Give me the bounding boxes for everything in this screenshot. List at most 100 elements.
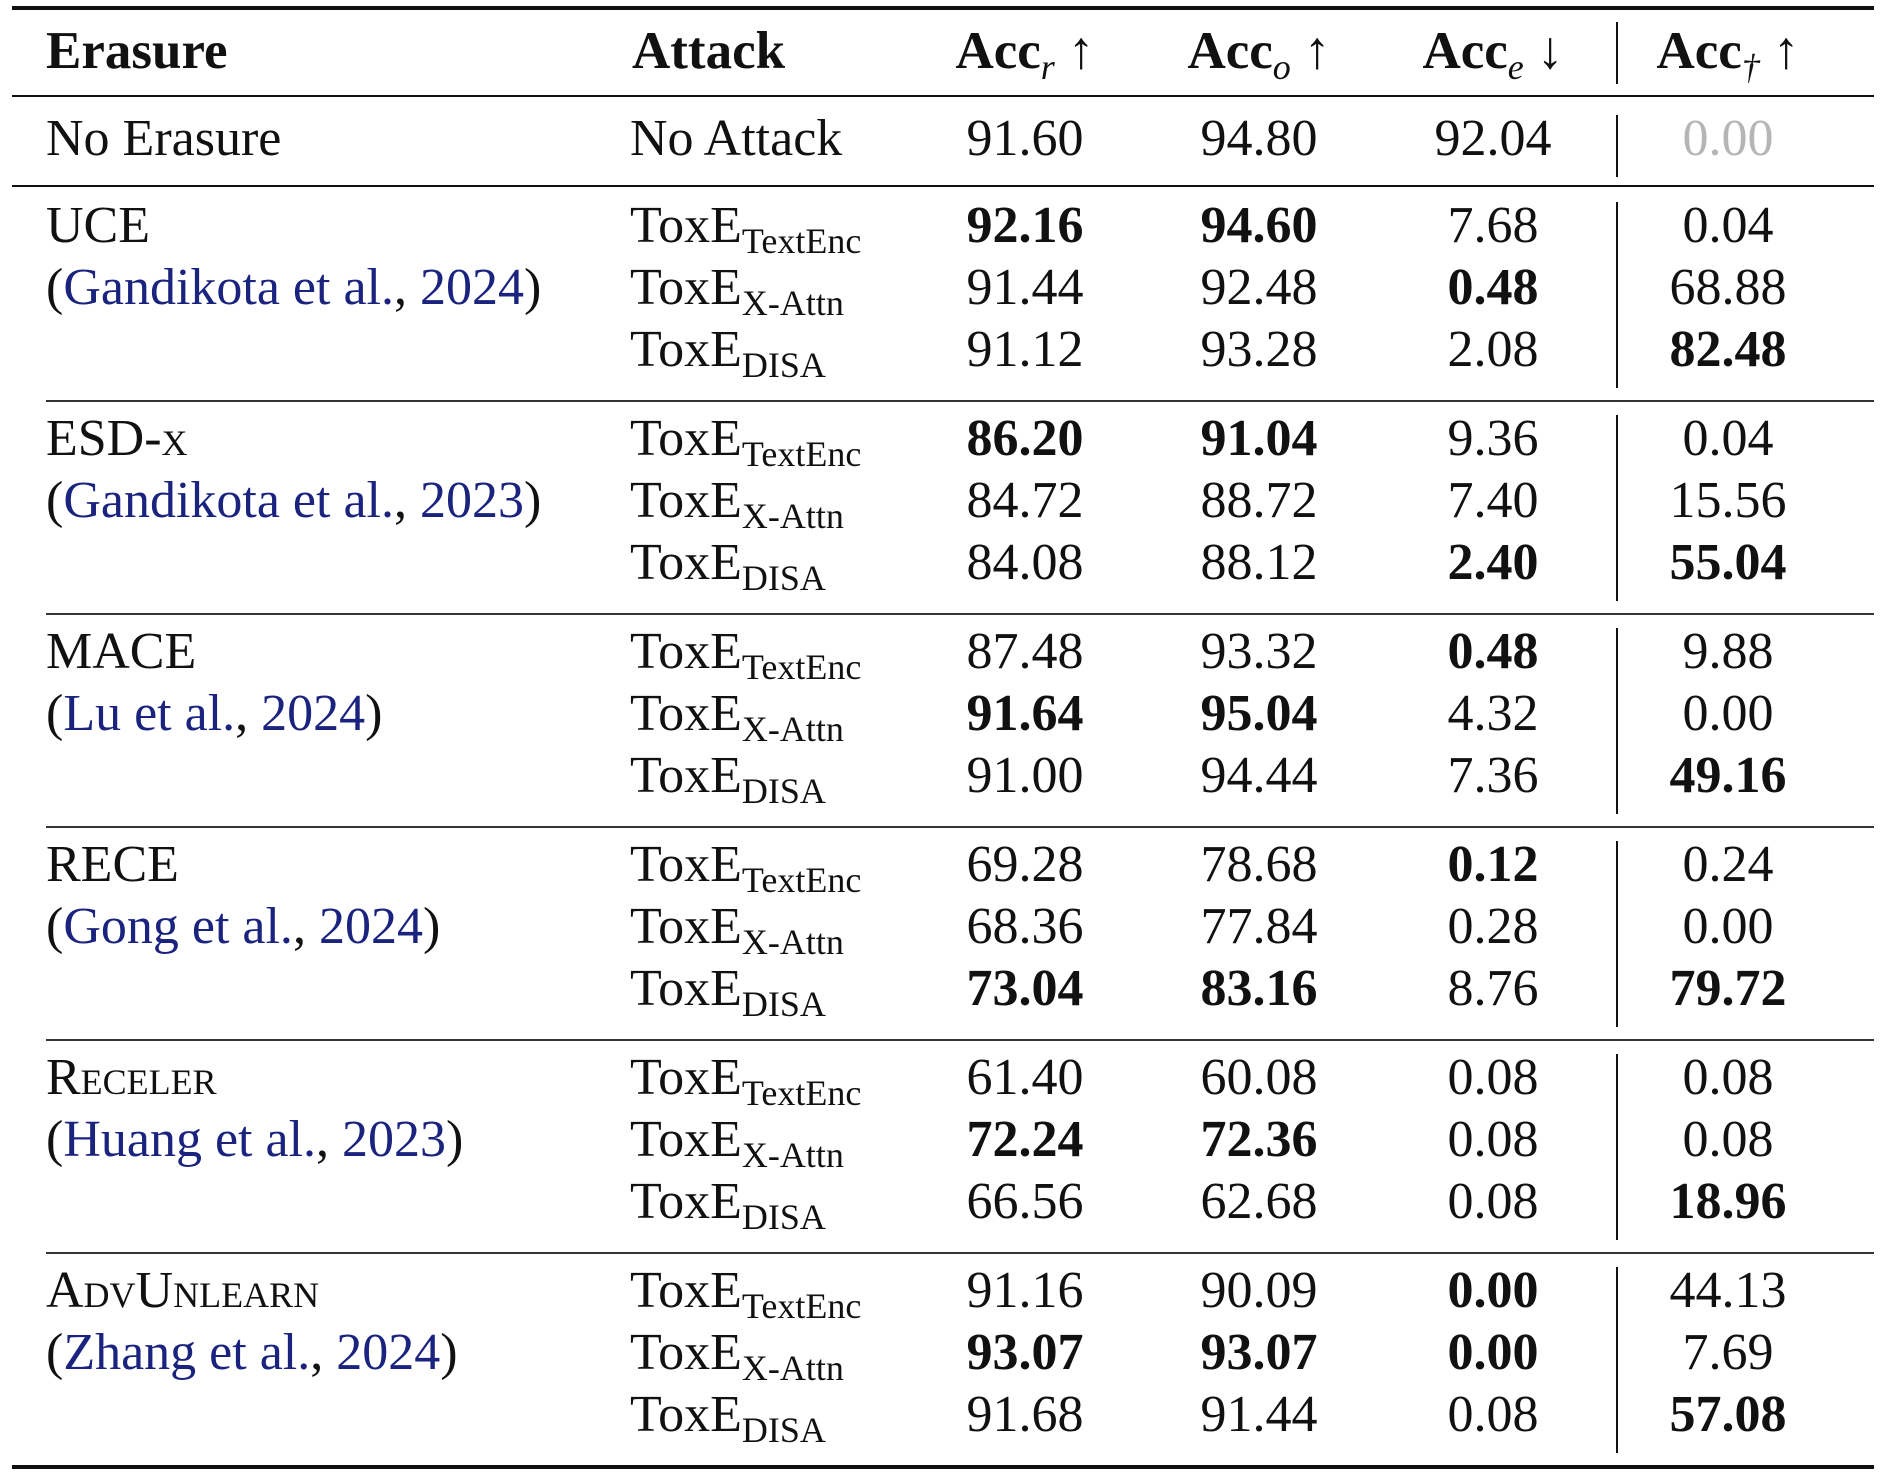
cell-acc-r: 86.20 bbox=[966, 410, 1084, 467]
method-name: Receler bbox=[46, 1049, 217, 1106]
citation-year-link[interactable]: 2023 bbox=[420, 472, 524, 529]
cell-acc-r: 72.24 bbox=[966, 1111, 1084, 1168]
cell-acc-e: 2.40 bbox=[1447, 534, 1539, 591]
attack-label: ToxEDISA bbox=[630, 1173, 826, 1237]
citation-year-link[interactable]: 2024 bbox=[318, 898, 423, 955]
group-divider-rule bbox=[46, 400, 1874, 402]
method-name: AdvUnlearn bbox=[46, 1262, 320, 1319]
cell-acc-o: 91.04 bbox=[1200, 410, 1318, 467]
attack-label: ToxETextEnc bbox=[630, 836, 862, 900]
cell-acc-dagger: 57.08 bbox=[1669, 1386, 1787, 1443]
cell-acc-e: 0.48 bbox=[1447, 623, 1539, 680]
attack-label: ToxETextEnc bbox=[630, 623, 862, 687]
header-acc-dagger: Acc† ↑ bbox=[1656, 22, 1800, 87]
baseline-acc-e: 92.04 bbox=[1434, 110, 1552, 167]
cell-acc-dagger: 15.56 bbox=[1669, 472, 1787, 529]
citation-author-link[interactable]: Lu et al. bbox=[63, 685, 236, 742]
citation-author-link[interactable]: Gandikota et al. bbox=[63, 472, 394, 529]
cell-acc-o: 91.44 bbox=[1200, 1386, 1318, 1443]
header-rule bbox=[12, 95, 1874, 97]
cell-acc-r: 91.16 bbox=[966, 1262, 1084, 1319]
attack-label: ToxEDISA bbox=[630, 321, 826, 385]
cell-acc-e: 7.68 bbox=[1447, 197, 1539, 254]
citation-author-link[interactable]: Gong et al. bbox=[63, 898, 293, 955]
baseline-acc-dagger: 0.00 bbox=[1682, 110, 1774, 167]
cell-acc-e: 0.00 bbox=[1447, 1262, 1539, 1319]
group-divider-rule bbox=[46, 826, 1874, 828]
cell-acc-o: 93.07 bbox=[1200, 1324, 1318, 1381]
citation-year-link[interactable]: 2023 bbox=[342, 1111, 447, 1168]
attack-label: ToxEX-Attn bbox=[630, 472, 844, 536]
cell-acc-e: 0.08 bbox=[1447, 1386, 1539, 1443]
cell-acc-r: 91.00 bbox=[966, 747, 1084, 804]
cell-acc-o: 72.36 bbox=[1200, 1111, 1318, 1168]
cell-acc-r: 91.12 bbox=[966, 321, 1084, 378]
cell-acc-o: 92.48 bbox=[1200, 259, 1318, 316]
cell-acc-dagger: 0.08 bbox=[1682, 1049, 1774, 1106]
method-citation: (Huang et al., 2023) bbox=[46, 1111, 464, 1168]
cell-acc-e: 2.08 bbox=[1447, 321, 1539, 378]
group-column-divider bbox=[1616, 202, 1618, 388]
cell-acc-o: 62.68 bbox=[1200, 1173, 1318, 1230]
attack-label: ToxETextEnc bbox=[630, 410, 862, 474]
attack-label: ToxEX-Attn bbox=[630, 259, 844, 323]
cell-acc-dagger: 55.04 bbox=[1669, 534, 1787, 591]
cell-acc-e: 7.40 bbox=[1447, 472, 1539, 529]
cell-acc-r: 69.28 bbox=[966, 836, 1084, 893]
cell-acc-o: 93.32 bbox=[1200, 623, 1318, 680]
group-column-divider bbox=[1616, 628, 1618, 814]
baseline-erasure: No Erasure bbox=[46, 110, 282, 167]
cell-acc-r: 84.08 bbox=[966, 534, 1084, 591]
group-divider-rule bbox=[46, 613, 1874, 615]
bottom-rule bbox=[12, 1465, 1874, 1469]
cell-acc-dagger: 44.13 bbox=[1669, 1262, 1787, 1319]
cell-acc-e: 4.32 bbox=[1447, 685, 1539, 742]
baseline-acc-o: 94.80 bbox=[1200, 110, 1318, 167]
cell-acc-r: 68.36 bbox=[966, 898, 1084, 955]
group-column-divider bbox=[1616, 841, 1618, 1027]
cell-acc-o: 83.16 bbox=[1200, 960, 1318, 1017]
attack-label: ToxEDISA bbox=[630, 534, 826, 598]
cell-acc-dagger: 0.04 bbox=[1682, 410, 1774, 467]
method-name: ESD-x bbox=[46, 410, 188, 467]
cell-acc-o: 94.60 bbox=[1200, 197, 1318, 254]
attack-label: ToxEDISA bbox=[630, 1386, 826, 1450]
top-rule bbox=[12, 6, 1874, 10]
method-name: RECE bbox=[46, 836, 179, 893]
method-citation: (Lu et al., 2024) bbox=[46, 685, 383, 742]
cell-acc-dagger: 9.88 bbox=[1682, 623, 1774, 680]
cell-acc-dagger: 0.00 bbox=[1682, 898, 1774, 955]
cell-acc-e: 0.00 bbox=[1447, 1324, 1539, 1381]
header-column-divider bbox=[1616, 22, 1618, 84]
cell-acc-r: 91.68 bbox=[966, 1386, 1084, 1443]
attack-label: ToxETextEnc bbox=[630, 1049, 862, 1113]
header-acc-r: Accr ↑ bbox=[955, 22, 1095, 87]
attack-label: ToxEDISA bbox=[630, 747, 826, 811]
cell-acc-r: 93.07 bbox=[966, 1324, 1084, 1381]
cell-acc-o: 94.44 bbox=[1200, 747, 1318, 804]
cell-acc-r: 61.40 bbox=[966, 1049, 1084, 1106]
cell-acc-e: 9.36 bbox=[1447, 410, 1539, 467]
cell-acc-o: 95.04 bbox=[1200, 685, 1318, 742]
baseline-acc-r: 91.60 bbox=[966, 110, 1084, 167]
cell-acc-e: 0.08 bbox=[1447, 1111, 1539, 1168]
group-column-divider bbox=[1616, 1267, 1618, 1453]
attack-label: ToxEX-Attn bbox=[630, 1324, 844, 1388]
cell-acc-dagger: 18.96 bbox=[1669, 1173, 1787, 1230]
cell-acc-r: 73.04 bbox=[966, 960, 1084, 1017]
cell-acc-o: 77.84 bbox=[1200, 898, 1318, 955]
citation-author-link[interactable]: Gandikota et al. bbox=[63, 259, 394, 316]
citation-author-link[interactable]: Zhang et al. bbox=[63, 1324, 311, 1381]
cell-acc-o: 88.72 bbox=[1200, 472, 1318, 529]
citation-year-link[interactable]: 2024 bbox=[261, 685, 366, 742]
group-column-divider bbox=[1616, 415, 1618, 601]
attack-label: ToxEDISA bbox=[630, 960, 826, 1024]
baseline-rule bbox=[12, 185, 1874, 187]
citation-year-link[interactable]: 2024 bbox=[420, 259, 524, 316]
citation-year-link[interactable]: 2024 bbox=[336, 1324, 441, 1381]
method-name: MACE bbox=[46, 623, 197, 680]
cell-acc-o: 88.12 bbox=[1200, 534, 1318, 591]
attack-label: ToxEX-Attn bbox=[630, 1111, 844, 1175]
method-citation: (Gong et al., 2024) bbox=[46, 898, 441, 955]
citation-author-link[interactable]: Huang et al. bbox=[63, 1111, 317, 1168]
